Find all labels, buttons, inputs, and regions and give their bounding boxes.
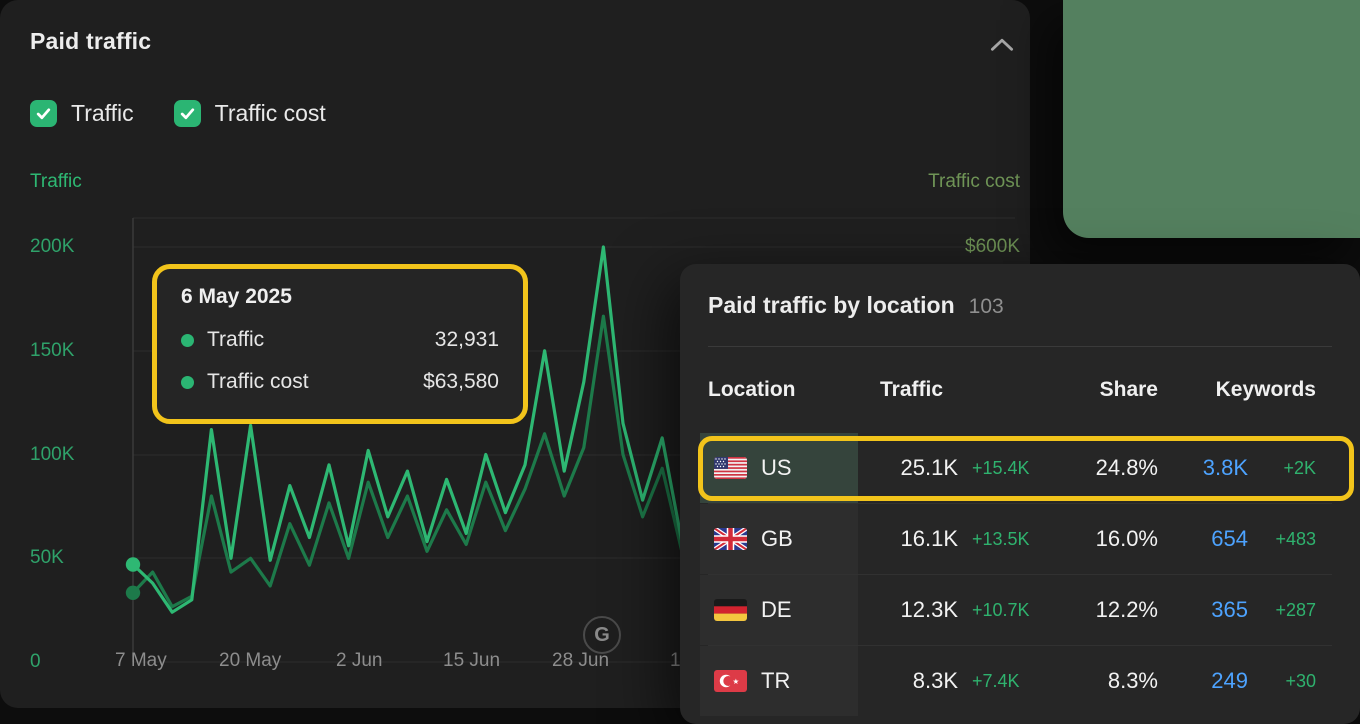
y-tick-100k: 100K xyxy=(30,444,75,465)
legend-label-traffic: Traffic xyxy=(71,100,134,126)
svg-text:★: ★ xyxy=(733,677,740,686)
column-header-share[interactable]: Share xyxy=(1099,378,1158,401)
tooltip-row-traffic-cost: Traffic cost $63,580 xyxy=(181,361,499,403)
x-axis-label: 2 Jun xyxy=(336,650,383,671)
tooltip-traffic-cost-label: Traffic cost xyxy=(207,370,309,393)
chevron-up-icon xyxy=(989,37,1015,57)
table-row-de[interactable]: DE 12.3K +10.7K 12.2% 365 +287 xyxy=(700,574,1332,645)
y-tick-50k: 50K xyxy=(30,547,64,568)
de-flag-icon xyxy=(714,599,747,621)
table-row-us[interactable]: US 25.1K +15.4K 24.8% 3.8K +2K xyxy=(698,433,1354,503)
traffic-cost-checkbox-checked-icon[interactable] xyxy=(173,100,201,127)
location-panel-header: Paid traffic by location 103 xyxy=(708,292,1332,322)
traffic-value: 25.1K xyxy=(900,455,959,480)
traffic-delta: +15.4K xyxy=(972,457,1030,478)
column-header-location[interactable]: Location xyxy=(708,378,796,401)
left-axis-title: Traffic xyxy=(30,171,82,192)
panel-title: Paid traffic xyxy=(30,28,152,54)
location-cell: ★ TR xyxy=(700,646,858,716)
share-value: 12.2% xyxy=(1095,597,1158,622)
us-flag-icon xyxy=(714,457,747,479)
tooltip-traffic-value: 32,931 xyxy=(434,328,499,351)
y-tick-150k: 150K xyxy=(30,340,75,361)
gb-flag-icon xyxy=(714,528,747,550)
traffic-checkbox-checked-icon[interactable] xyxy=(30,100,57,127)
x-axis-label: 7 May xyxy=(115,650,167,671)
y-tick-0: 0 xyxy=(30,651,41,672)
location-code: DE xyxy=(761,597,792,622)
location-count-badge: 103 xyxy=(968,295,1004,318)
traffic-start-dot xyxy=(125,557,141,572)
tooltip-date: 6 May 2025 xyxy=(181,285,292,308)
table-row-tr[interactable]: ★ TR 8.3K +7.4K 8.3% 249 +30 xyxy=(700,645,1332,716)
traffic-value: 12.3K xyxy=(900,597,959,622)
chart-tooltip: 6 May 2025 Traffic 32,931 Traffic cost $… xyxy=(152,264,528,424)
column-header-traffic[interactable]: Traffic xyxy=(880,378,944,401)
legend-item-traffic-cost[interactable]: Traffic cost xyxy=(173,100,326,127)
green-dot-icon xyxy=(181,375,194,389)
x-axis-label: 15 Jun xyxy=(443,650,501,671)
x-axis-label: 28 Jun xyxy=(552,650,610,671)
traffic-delta: +10.7K xyxy=(972,599,1030,620)
location-code: GB xyxy=(761,526,793,551)
traffic-cost-start-dot xyxy=(125,585,141,600)
keywords-value[interactable]: 654 xyxy=(1211,526,1248,551)
traffic-delta: +7.4K xyxy=(972,670,1020,691)
green-overlay-block xyxy=(1063,0,1360,238)
paid-traffic-by-location-panel: Paid traffic by location 103 Location Tr… xyxy=(680,264,1360,724)
tr-flag-icon: ★ xyxy=(714,670,747,692)
keywords-delta: +30 xyxy=(1285,670,1316,691)
collapse-button[interactable] xyxy=(986,36,1018,58)
location-code: TR xyxy=(761,668,791,693)
location-code: US xyxy=(761,455,792,480)
right-axis-title: Traffic cost xyxy=(928,171,1020,192)
traffic-value: 16.1K xyxy=(900,526,959,551)
share-value: 24.8% xyxy=(1095,455,1158,480)
keywords-delta: +483 xyxy=(1275,528,1316,549)
keywords-value[interactable]: 249 xyxy=(1211,668,1248,693)
x-axis-label: 1 xyxy=(670,650,681,671)
location-panel-title: Paid traffic by location xyxy=(708,292,955,318)
keywords-delta: +2K xyxy=(1283,457,1316,478)
table-row-gb[interactable]: GB 16.1K +13.5K 16.0% 654 +483 xyxy=(700,503,1332,574)
keywords-value[interactable]: 3.8K xyxy=(1202,455,1248,480)
divider xyxy=(708,346,1332,347)
keywords-delta: +287 xyxy=(1275,599,1316,620)
tooltip-traffic-cost-value: $63,580 xyxy=(423,370,499,393)
green-dot-icon xyxy=(181,333,194,347)
legend-label-traffic-cost: Traffic cost xyxy=(214,100,326,126)
x-axis-label: 20 May xyxy=(219,650,282,671)
y-tick-600k-right: $600K xyxy=(965,236,1020,257)
tooltip-traffic-label: Traffic xyxy=(207,328,265,351)
location-cell: US xyxy=(700,433,858,503)
share-value: 8.3% xyxy=(1107,668,1158,693)
keywords-value[interactable]: 365 xyxy=(1211,597,1248,622)
g-watermark-icon: G xyxy=(583,616,621,654)
traffic-value: 8.3K xyxy=(912,668,958,693)
table-header-row: Location Traffic Share Keywords xyxy=(708,347,1332,433)
location-cell: GB xyxy=(700,504,858,574)
tooltip-row-traffic: Traffic 32,931 xyxy=(181,319,499,361)
chart-legend: Traffic Traffic cost xyxy=(30,100,326,127)
column-header-keywords[interactable]: Keywords xyxy=(1215,378,1316,401)
legend-item-traffic[interactable]: Traffic xyxy=(30,100,134,127)
traffic-delta: +13.5K xyxy=(972,528,1030,549)
share-value: 16.0% xyxy=(1095,526,1158,551)
location-cell: DE xyxy=(700,575,858,645)
y-tick-200k: 200K xyxy=(30,236,75,257)
